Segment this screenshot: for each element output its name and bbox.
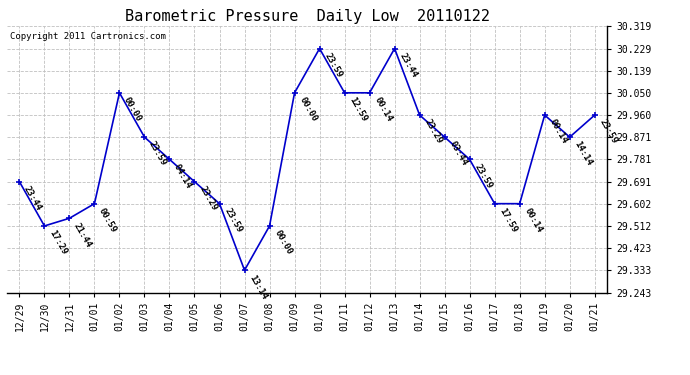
Text: 23:59: 23:59 <box>147 140 168 168</box>
Text: 23:59: 23:59 <box>322 51 344 79</box>
Text: 23:29: 23:29 <box>197 184 219 212</box>
Text: 13:14: 13:14 <box>247 273 268 301</box>
Text: 00:00: 00:00 <box>297 96 319 123</box>
Text: 03:44: 03:44 <box>447 140 469 168</box>
Text: 00:14: 00:14 <box>373 96 393 123</box>
Text: 00:00: 00:00 <box>122 96 144 123</box>
Text: 17:29: 17:29 <box>47 229 68 256</box>
Text: Copyright 2011 Cartronics.com: Copyright 2011 Cartronics.com <box>10 32 166 40</box>
Text: 14:14: 14:14 <box>573 140 593 168</box>
Text: 12:59: 12:59 <box>347 96 368 123</box>
Title: Barometric Pressure  Daily Low  20110122: Barometric Pressure Daily Low 20110122 <box>125 9 489 24</box>
Text: 23:59: 23:59 <box>473 162 493 190</box>
Text: 23:44: 23:44 <box>397 51 419 79</box>
Text: 04:14: 04:14 <box>172 162 193 190</box>
Text: 21:44: 21:44 <box>72 221 93 249</box>
Text: 00:00: 00:00 <box>273 229 293 256</box>
Text: 17:59: 17:59 <box>497 207 519 234</box>
Text: 23:59: 23:59 <box>222 207 244 234</box>
Text: 23:59: 23:59 <box>598 118 619 146</box>
Text: 00:59: 00:59 <box>97 207 119 234</box>
Text: 23:44: 23:44 <box>22 184 43 212</box>
Text: 00:14: 00:14 <box>522 207 544 234</box>
Text: 23:29: 23:29 <box>422 118 444 146</box>
Text: 00:14: 00:14 <box>547 118 569 146</box>
